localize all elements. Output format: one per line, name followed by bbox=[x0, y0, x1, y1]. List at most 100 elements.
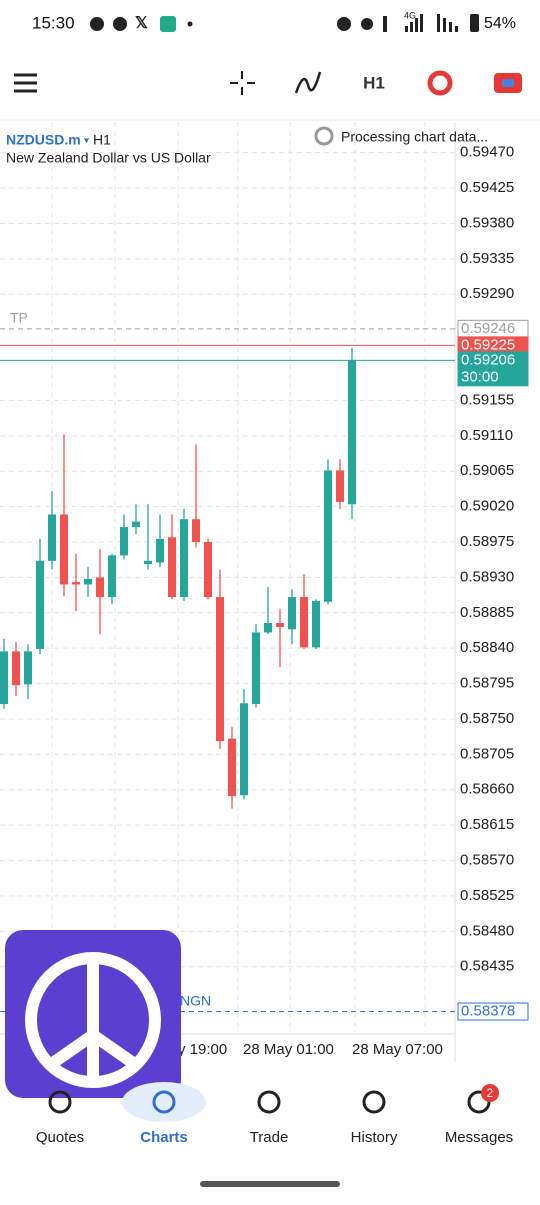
candle-body bbox=[276, 623, 284, 627]
y-tick-label: 0.59110 bbox=[460, 427, 513, 444]
y-tick-label: 0.58840 bbox=[460, 639, 514, 656]
menu-button[interactable] bbox=[14, 73, 37, 93]
candle-body bbox=[0, 651, 8, 705]
candle-body bbox=[204, 542, 212, 598]
nav-tab[interactable]: Trade bbox=[250, 1090, 289, 1146]
candle-body bbox=[312, 600, 320, 648]
timeframe-button[interactable]: H1 bbox=[363, 73, 385, 92]
candle-body bbox=[72, 582, 80, 585]
y-tick-label: 0.59020 bbox=[460, 498, 514, 515]
price-tag-value: 0.59246 bbox=[461, 320, 515, 337]
countdown: 30:00 bbox=[461, 368, 499, 385]
candle-body bbox=[12, 651, 20, 686]
candle-body bbox=[60, 514, 68, 585]
chart-timeframe: H1 bbox=[93, 132, 111, 148]
y-tick-label: 0.58885 bbox=[460, 604, 514, 621]
candle-body bbox=[192, 519, 200, 542]
price-level-label: NGN bbox=[180, 992, 211, 1008]
y-tick-label: 0.58525 bbox=[460, 887, 514, 904]
y-tick-label: 0.58660 bbox=[460, 781, 514, 798]
nav-label: Quotes bbox=[36, 1129, 84, 1146]
symbol-description: New Zealand Dollar vs US Dollar bbox=[6, 150, 211, 166]
candle-body bbox=[36, 560, 44, 649]
y-tick-label: 0.58930 bbox=[460, 568, 514, 585]
candle-body bbox=[144, 560, 152, 565]
badge bbox=[481, 1084, 499, 1102]
nav-label: Charts bbox=[140, 1129, 188, 1146]
candle-body bbox=[24, 651, 32, 685]
y-tick-label: 0.58570 bbox=[460, 852, 514, 869]
objects-button[interactable] bbox=[427, 70, 453, 96]
y-tick-label: 0.59425 bbox=[460, 179, 514, 196]
peace-symbol bbox=[25, 952, 161, 1088]
nav-icon bbox=[48, 1090, 72, 1114]
x-tick-label: 28 May 07:00 bbox=[352, 1041, 443, 1058]
price-level-label: TP bbox=[10, 310, 28, 326]
chart-status: Processing chart data... bbox=[341, 129, 488, 145]
candle-body bbox=[84, 578, 92, 585]
y-tick-label: 0.59065 bbox=[460, 462, 514, 479]
candle-body bbox=[180, 519, 188, 598]
nav-tab[interactable]: Quotes bbox=[36, 1090, 84, 1146]
crosshair-button[interactable] bbox=[230, 71, 255, 95]
symbol-caret: ▾ bbox=[84, 136, 89, 147]
symbol[interactable]: NZDUSD.m bbox=[6, 132, 81, 148]
y-tick-label: 0.59470 bbox=[460, 144, 514, 161]
price-tag-value: 0.59225 bbox=[461, 336, 515, 353]
network: 4G bbox=[404, 10, 416, 20]
price-tag bbox=[457, 351, 529, 387]
candle-body bbox=[300, 597, 308, 648]
indicators-button[interactable] bbox=[294, 71, 322, 94]
nav-tab[interactable]: History bbox=[351, 1090, 398, 1146]
home-indicator bbox=[200, 1181, 340, 1187]
nav-label: History bbox=[351, 1129, 398, 1146]
y-tick-label: 0.58480 bbox=[460, 922, 514, 939]
nav-tab[interactable]: Messages bbox=[445, 1090, 513, 1146]
x-icon: 𝕏 bbox=[135, 15, 148, 32]
candle-body bbox=[252, 632, 260, 705]
status-time: 15:30 bbox=[32, 13, 75, 32]
y-tick-label: 0.59155 bbox=[460, 391, 514, 408]
candle-body bbox=[348, 360, 356, 505]
price-tag bbox=[457, 1002, 529, 1021]
candle-body bbox=[240, 703, 248, 796]
y-tick-label: 0.59335 bbox=[460, 250, 514, 267]
y-tick-label: 0.58435 bbox=[460, 958, 514, 975]
candle-body bbox=[132, 521, 140, 528]
nav-icon bbox=[467, 1090, 491, 1114]
candle-body bbox=[336, 470, 344, 502]
trade-icon bbox=[502, 79, 514, 87]
candle-body bbox=[48, 514, 56, 561]
y-tick-label: 0.59380 bbox=[460, 214, 514, 231]
x-tick-label: 28 May 01:00 bbox=[243, 1041, 334, 1058]
y-tick-label: 0.58750 bbox=[460, 710, 514, 727]
nav-tab[interactable]: Charts bbox=[140, 1090, 188, 1146]
y-tick-label: 0.58705 bbox=[460, 745, 514, 762]
price-tag-value: 0.59206 bbox=[461, 351, 515, 368]
candle-body bbox=[120, 527, 128, 556]
candle-body bbox=[216, 597, 224, 741]
y-tick-label: 0.58795 bbox=[460, 675, 514, 692]
candle-body bbox=[108, 555, 116, 598]
nav-icon bbox=[362, 1090, 386, 1114]
candle-body bbox=[168, 537, 176, 598]
price-tag-value: 0.58378 bbox=[461, 1003, 515, 1020]
chart: 0.59470 0.59425 0.59380 0.59335 0.59290 0.591… bbox=[0, 122, 529, 1062]
y-tick-label: 0.58975 bbox=[460, 533, 514, 550]
spinner bbox=[314, 126, 334, 146]
y-tick-label: 0.59290 bbox=[460, 285, 514, 302]
active-tab-highlight bbox=[122, 1082, 206, 1122]
bottom-nav: Quotes Charts Trade History Messages 2 bbox=[36, 1082, 513, 1146]
nav-label: Messages bbox=[445, 1129, 513, 1146]
candle-body bbox=[288, 597, 296, 630]
badge-count: 2 bbox=[487, 1086, 494, 1100]
candle-body bbox=[228, 738, 236, 797]
nav-icon bbox=[152, 1090, 176, 1114]
candle-body bbox=[96, 577, 104, 598]
battery: 54% bbox=[484, 15, 516, 32]
candle-body bbox=[264, 623, 272, 633]
status-icons: 𝕏 bbox=[90, 14, 479, 32]
nav-icon bbox=[257, 1090, 281, 1114]
nav-label: Trade bbox=[250, 1129, 289, 1146]
